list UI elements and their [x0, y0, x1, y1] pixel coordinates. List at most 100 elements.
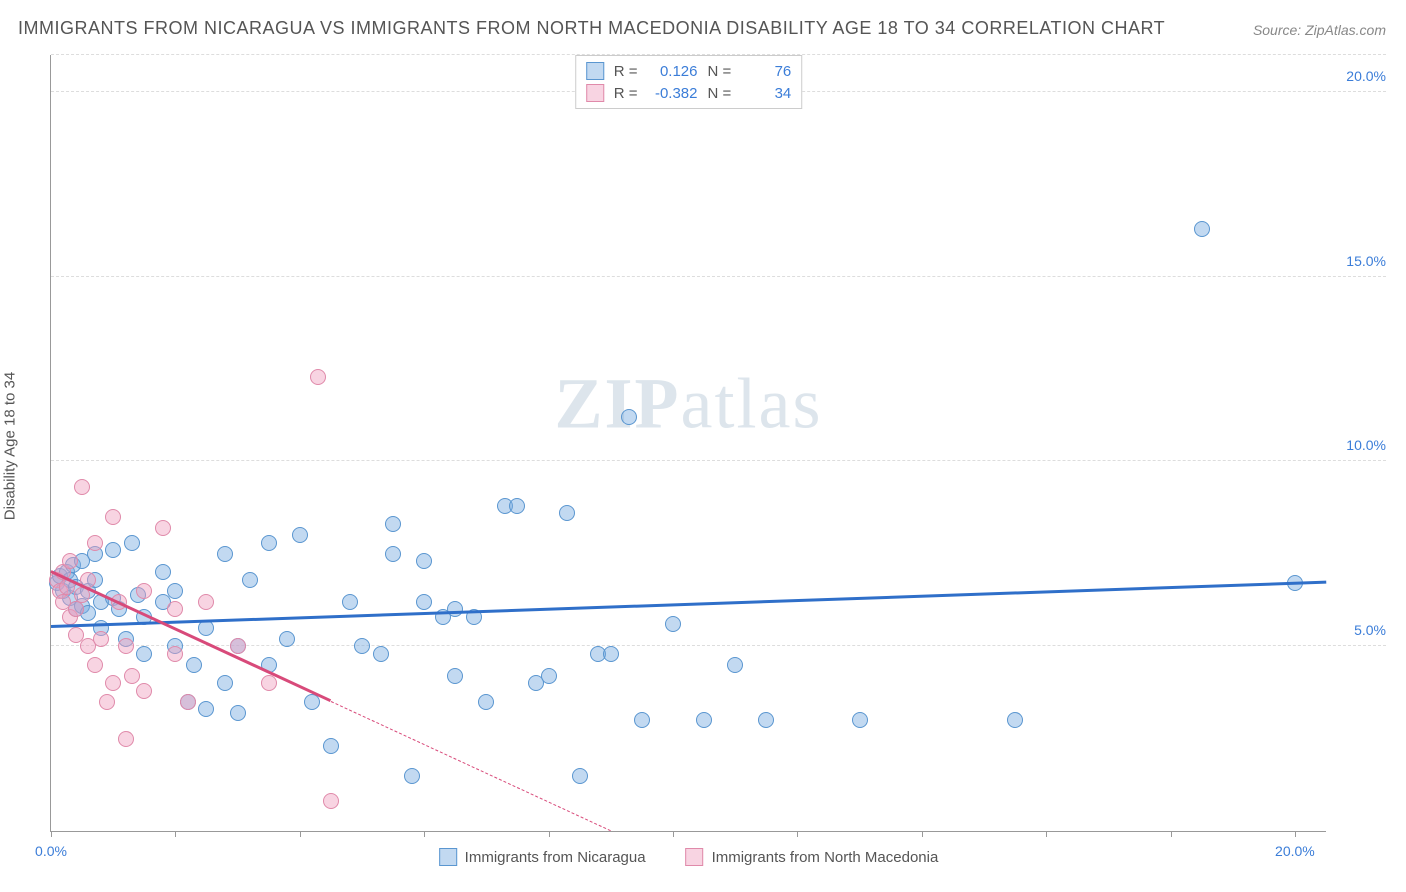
y-tick-label: 15.0% — [1331, 253, 1386, 269]
scatter-point — [373, 646, 389, 662]
r-label: R = — [614, 85, 638, 102]
scatter-point — [696, 712, 712, 728]
scatter-point — [621, 409, 637, 425]
x-tick-label: 0.0% — [35, 843, 67, 859]
watermark-bold: ZIP — [555, 364, 681, 444]
scatter-point — [541, 668, 557, 684]
x-tick — [549, 831, 550, 837]
scatter-point — [261, 535, 277, 551]
x-tick — [1295, 831, 1296, 837]
scatter-point — [261, 675, 277, 691]
n-value-series1: 76 — [741, 63, 791, 80]
scatter-point — [155, 564, 171, 580]
scatter-point — [217, 546, 233, 562]
legend-bottom: Immigrants from Nicaragua Immigrants fro… — [439, 848, 939, 866]
x-tick — [51, 831, 52, 837]
y-tick-label: 10.0% — [1331, 437, 1386, 453]
x-tick-label: 20.0% — [1275, 843, 1315, 859]
x-tick — [1171, 831, 1172, 837]
r-value-series1: 0.126 — [648, 63, 698, 80]
trend-line — [51, 581, 1326, 628]
scatter-point — [105, 509, 121, 525]
scatter-point — [1007, 712, 1023, 728]
scatter-point — [217, 675, 233, 691]
scatter-point — [634, 712, 650, 728]
gridline — [51, 460, 1386, 461]
scatter-point — [385, 546, 401, 562]
chart-container: IMMIGRANTS FROM NICARAGUA VS IMMIGRANTS … — [0, 0, 1406, 892]
scatter-point — [242, 572, 258, 588]
scatter-point — [136, 646, 152, 662]
stats-row-series1: R = 0.126 N = 76 — [586, 60, 792, 82]
scatter-point — [198, 594, 214, 610]
scatter-point — [87, 657, 103, 673]
scatter-point — [118, 638, 134, 654]
scatter-point — [62, 553, 78, 569]
scatter-point — [447, 601, 463, 617]
scatter-point — [155, 520, 171, 536]
source-label: Source: ZipAtlas.com — [1253, 22, 1386, 38]
x-tick — [424, 831, 425, 837]
scatter-point — [167, 583, 183, 599]
scatter-point — [167, 601, 183, 617]
gridline — [51, 276, 1386, 277]
watermark: ZIPatlas — [555, 363, 823, 446]
scatter-point — [1194, 221, 1210, 237]
x-tick — [300, 831, 301, 837]
scatter-point — [292, 527, 308, 543]
scatter-point — [572, 768, 588, 784]
scatter-point — [93, 631, 109, 647]
x-tick — [797, 831, 798, 837]
scatter-point — [186, 657, 202, 673]
legend-swatch-series2 — [686, 848, 704, 866]
legend-item-series1: Immigrants from Nicaragua — [439, 848, 646, 866]
scatter-point — [230, 705, 246, 721]
r-label: R = — [614, 63, 638, 80]
scatter-point — [87, 535, 103, 551]
scatter-point — [354, 638, 370, 654]
x-tick — [1046, 831, 1047, 837]
n-label: N = — [708, 85, 732, 102]
plot-area: ZIPatlas R = 0.126 N = 76 R = -0.382 N =… — [50, 55, 1326, 832]
y-tick-label: 20.0% — [1331, 68, 1386, 84]
scatter-point — [852, 712, 868, 728]
x-tick — [922, 831, 923, 837]
stats-row-series2: R = -0.382 N = 34 — [586, 82, 792, 104]
scatter-point — [310, 369, 326, 385]
legend-swatch-series1 — [439, 848, 457, 866]
stats-legend-box: R = 0.126 N = 76 R = -0.382 N = 34 — [575, 55, 803, 109]
legend-item-series2: Immigrants from North Macedonia — [686, 848, 939, 866]
scatter-point — [118, 731, 134, 747]
scatter-point — [727, 657, 743, 673]
scatter-point — [603, 646, 619, 662]
scatter-point — [230, 638, 246, 654]
scatter-point — [167, 646, 183, 662]
scatter-point — [323, 793, 339, 809]
scatter-point — [279, 631, 295, 647]
scatter-point — [509, 498, 525, 514]
chart-title: IMMIGRANTS FROM NICARAGUA VS IMMIGRANTS … — [18, 18, 1165, 39]
swatch-series1 — [586, 62, 604, 80]
r-value-series2: -0.382 — [648, 85, 698, 102]
scatter-point — [68, 601, 84, 617]
scatter-point — [342, 594, 358, 610]
scatter-point — [416, 594, 432, 610]
scatter-point — [447, 668, 463, 684]
swatch-series2 — [586, 84, 604, 102]
scatter-point — [136, 583, 152, 599]
n-value-series2: 34 — [741, 85, 791, 102]
watermark-light: atlas — [681, 364, 823, 444]
y-axis-label: Disability Age 18 to 34 — [2, 372, 19, 520]
x-tick — [673, 831, 674, 837]
scatter-point — [105, 675, 121, 691]
scatter-point — [180, 694, 196, 710]
scatter-point — [416, 553, 432, 569]
scatter-point — [124, 668, 140, 684]
legend-label-series2: Immigrants from North Macedonia — [712, 849, 939, 866]
scatter-point — [758, 712, 774, 728]
gridline — [51, 645, 1386, 646]
scatter-point — [124, 535, 140, 551]
scatter-point — [478, 694, 494, 710]
scatter-point — [198, 701, 214, 717]
scatter-point — [385, 516, 401, 532]
